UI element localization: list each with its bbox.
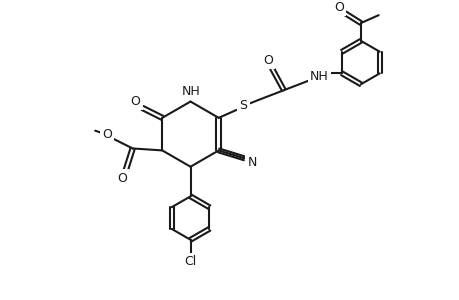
- Text: N: N: [247, 156, 257, 169]
- Text: NH: NH: [182, 85, 201, 98]
- Text: O: O: [130, 94, 140, 108]
- Text: O: O: [334, 1, 343, 14]
- Text: O: O: [117, 172, 127, 184]
- Text: O: O: [102, 128, 112, 141]
- Text: S: S: [239, 100, 247, 112]
- Text: NH: NH: [309, 70, 328, 83]
- Text: Cl: Cl: [184, 255, 196, 268]
- Text: O: O: [263, 54, 273, 67]
